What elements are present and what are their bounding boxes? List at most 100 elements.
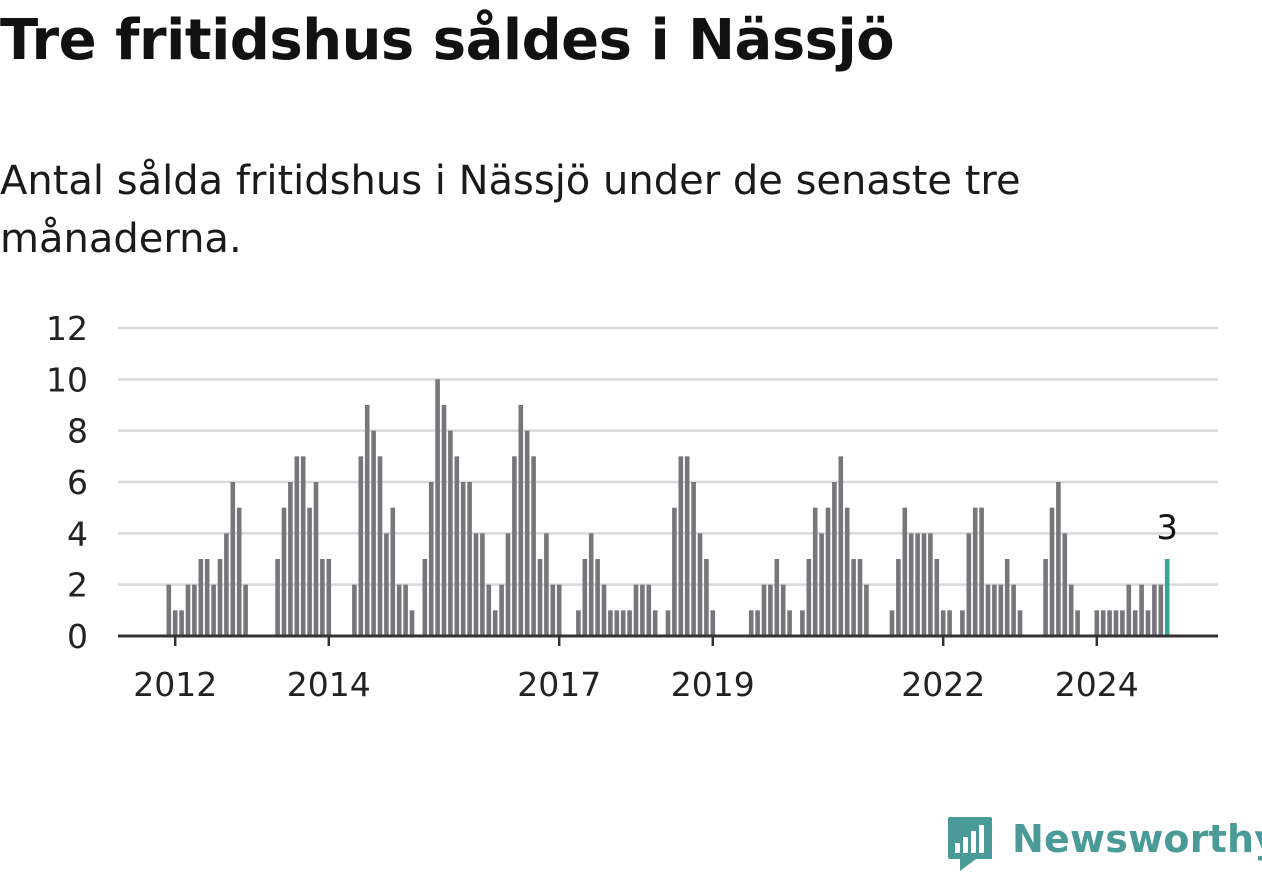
bar xyxy=(384,533,389,636)
bar xyxy=(320,559,325,636)
bar xyxy=(1158,584,1164,636)
bar xyxy=(608,610,613,636)
bar xyxy=(787,610,792,636)
y-tick-label: 2 xyxy=(67,566,88,605)
bar xyxy=(281,507,287,636)
bar xyxy=(435,379,440,636)
bar xyxy=(979,507,984,636)
newsworthy-logo-icon xyxy=(948,817,992,871)
bar xyxy=(512,456,517,636)
bar xyxy=(377,456,383,636)
x-tick-label: 2017 xyxy=(517,665,601,704)
bar xyxy=(934,559,940,636)
bar xyxy=(441,405,447,636)
bar xyxy=(915,533,920,636)
bar xyxy=(1004,559,1010,636)
bar xyxy=(633,584,639,636)
bar xyxy=(1132,610,1138,636)
bar xyxy=(294,456,300,636)
bar xyxy=(352,584,357,636)
y-tick-label: 4 xyxy=(67,514,88,553)
bar xyxy=(806,559,812,636)
bar-chart: 0 2 4 6 8 10 12 2012 2014 2017 2019 2022 2024 3 xyxy=(46,309,1218,704)
bar-highlight xyxy=(1164,559,1170,636)
bar xyxy=(595,559,600,636)
bars xyxy=(166,379,1170,636)
x-tick-label: 2014 xyxy=(287,665,371,704)
bar xyxy=(966,533,972,636)
y-tick-label: 6 xyxy=(67,463,88,502)
bar xyxy=(620,610,626,636)
bar xyxy=(844,507,850,636)
bar xyxy=(422,559,428,636)
bar xyxy=(185,584,191,636)
bar xyxy=(460,482,466,636)
bar xyxy=(755,610,760,636)
bar xyxy=(454,456,460,636)
bar xyxy=(921,533,927,636)
bar xyxy=(780,584,786,636)
bar xyxy=(992,584,997,636)
bar xyxy=(985,584,991,636)
bar xyxy=(524,430,530,636)
bar xyxy=(307,507,312,636)
y-tick-label: 0 xyxy=(67,617,88,656)
bar xyxy=(1100,610,1106,636)
bar xyxy=(684,456,690,636)
bar xyxy=(467,482,472,636)
bar xyxy=(409,610,415,636)
bar xyxy=(275,559,280,636)
bar xyxy=(800,610,805,636)
bar xyxy=(371,430,376,636)
bar xyxy=(1068,584,1074,636)
bar xyxy=(390,507,396,636)
bar xyxy=(825,507,831,636)
bar xyxy=(1049,507,1055,636)
bar xyxy=(972,507,978,636)
y-tick-label: 8 xyxy=(67,412,88,451)
x-tick-label: 2022 xyxy=(901,665,985,704)
value-label: 3 xyxy=(1156,508,1178,548)
bar xyxy=(403,584,408,636)
bar xyxy=(211,584,216,636)
bar xyxy=(428,482,434,636)
bar xyxy=(819,533,824,636)
bar xyxy=(812,507,818,636)
bar xyxy=(224,533,229,636)
bar xyxy=(902,507,908,636)
bar xyxy=(761,584,767,636)
bar xyxy=(531,456,536,636)
bar xyxy=(166,584,172,636)
bar xyxy=(217,559,223,636)
bar xyxy=(576,610,581,636)
bar xyxy=(908,533,914,636)
y-axis-labels: 0 2 4 6 8 10 12 xyxy=(46,309,88,656)
bar xyxy=(537,559,543,636)
bar xyxy=(518,405,524,636)
bar xyxy=(326,559,332,636)
bar xyxy=(646,584,652,636)
bar xyxy=(505,533,511,636)
bar xyxy=(665,610,671,636)
bar xyxy=(364,405,370,636)
bar xyxy=(1075,610,1080,636)
bar xyxy=(1139,584,1144,636)
bar xyxy=(300,456,306,636)
x-tick-label: 2012 xyxy=(133,665,217,704)
bar xyxy=(230,482,236,636)
bar xyxy=(1107,610,1112,636)
x-axis: 2012 2014 2017 2019 2022 2024 xyxy=(118,634,1218,704)
bar xyxy=(691,482,696,636)
bar xyxy=(313,482,319,636)
bar xyxy=(288,482,293,636)
bar xyxy=(588,533,594,636)
bar xyxy=(582,559,588,636)
bar xyxy=(889,610,895,636)
bar xyxy=(1126,584,1132,636)
bar xyxy=(1094,610,1100,636)
bar xyxy=(396,584,402,636)
annotations: 3 xyxy=(1156,508,1178,548)
y-tick-label: 10 xyxy=(46,360,88,399)
bar xyxy=(172,610,178,636)
x-tick-label: 2024 xyxy=(1055,665,1139,704)
